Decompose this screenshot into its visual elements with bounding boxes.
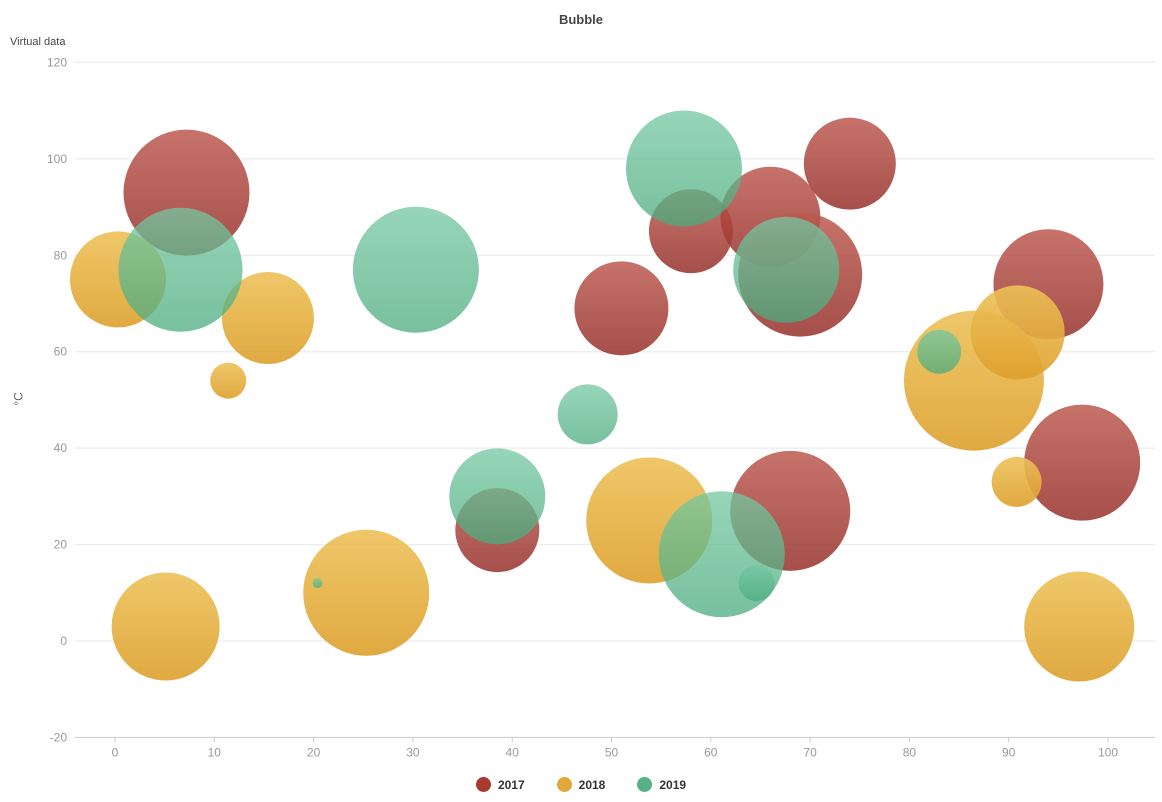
y-tick-label: 40: [54, 441, 68, 455]
x-tick-label: 40: [506, 746, 520, 760]
bubble-2019[interactable]: [352, 206, 479, 333]
legend-marker-icon: [556, 777, 572, 792]
bubble-2018[interactable]: [210, 362, 247, 399]
x-tick-label: 90: [1002, 746, 1016, 760]
bubble-2019[interactable]: [738, 565, 775, 602]
bubble-2018[interactable]: [303, 529, 430, 656]
bubble-2018[interactable]: [111, 572, 220, 681]
x-tick-label: 50: [605, 746, 619, 760]
bubble-2017[interactable]: [1024, 404, 1141, 521]
legend-label: 2019: [659, 777, 687, 792]
bubble-2017[interactable]: [803, 117, 896, 210]
bubble-2018[interactable]: [221, 271, 314, 364]
y-tick-label: -20: [50, 730, 68, 744]
legend-label: 2018: [578, 777, 606, 792]
legend-item-2017[interactable]: 2017: [475, 777, 525, 792]
chart-title: Bubble: [558, 12, 604, 27]
legend-marker-icon: [475, 777, 491, 792]
y-tick-label: 80: [54, 248, 68, 262]
y-tick-label: 100: [47, 152, 67, 166]
bubble-2019[interactable]: [733, 216, 840, 323]
y-tick-label: 60: [54, 345, 68, 359]
legend-label: 2017: [497, 777, 525, 792]
x-tick-label: 30: [406, 746, 420, 760]
legend-marker-icon: [637, 777, 653, 792]
y-axis-name: °C: [11, 392, 26, 406]
x-tick-label: 10: [208, 746, 222, 760]
bubble-2019[interactable]: [449, 448, 546, 545]
bubble-2018[interactable]: [970, 285, 1065, 380]
x-tick-label: 70: [803, 746, 817, 760]
y-tick-label: 0: [60, 634, 67, 648]
legend-item-2018[interactable]: 2018: [556, 777, 606, 792]
x-tick-label: 100: [1098, 746, 1118, 760]
bubble-2019[interactable]: [118, 207, 243, 332]
bubble-2019[interactable]: [312, 578, 323, 589]
chart-subtitle: Virtual data: [10, 36, 66, 48]
x-tick-label: 0: [112, 746, 119, 760]
bubble-2019[interactable]: [557, 384, 618, 445]
bubble-2019[interactable]: [917, 329, 962, 374]
x-tick-label: 20: [307, 746, 321, 760]
y-tick-label: 120: [47, 55, 67, 69]
bubble-2018[interactable]: [1024, 571, 1135, 682]
series-2019: [118, 110, 962, 618]
y-tick-label: 20: [54, 538, 68, 552]
bubble-2019[interactable]: [625, 110, 742, 227]
legend-item-2019[interactable]: 2019: [637, 777, 686, 792]
bubble-2017[interactable]: [574, 261, 669, 356]
legend: 2017 2018 2019: [0, 777, 1162, 792]
x-tick-label: 60: [704, 746, 718, 760]
bubble-2018[interactable]: [991, 456, 1042, 507]
x-tick-label: 80: [903, 746, 917, 760]
series-2018: [69, 231, 1135, 682]
